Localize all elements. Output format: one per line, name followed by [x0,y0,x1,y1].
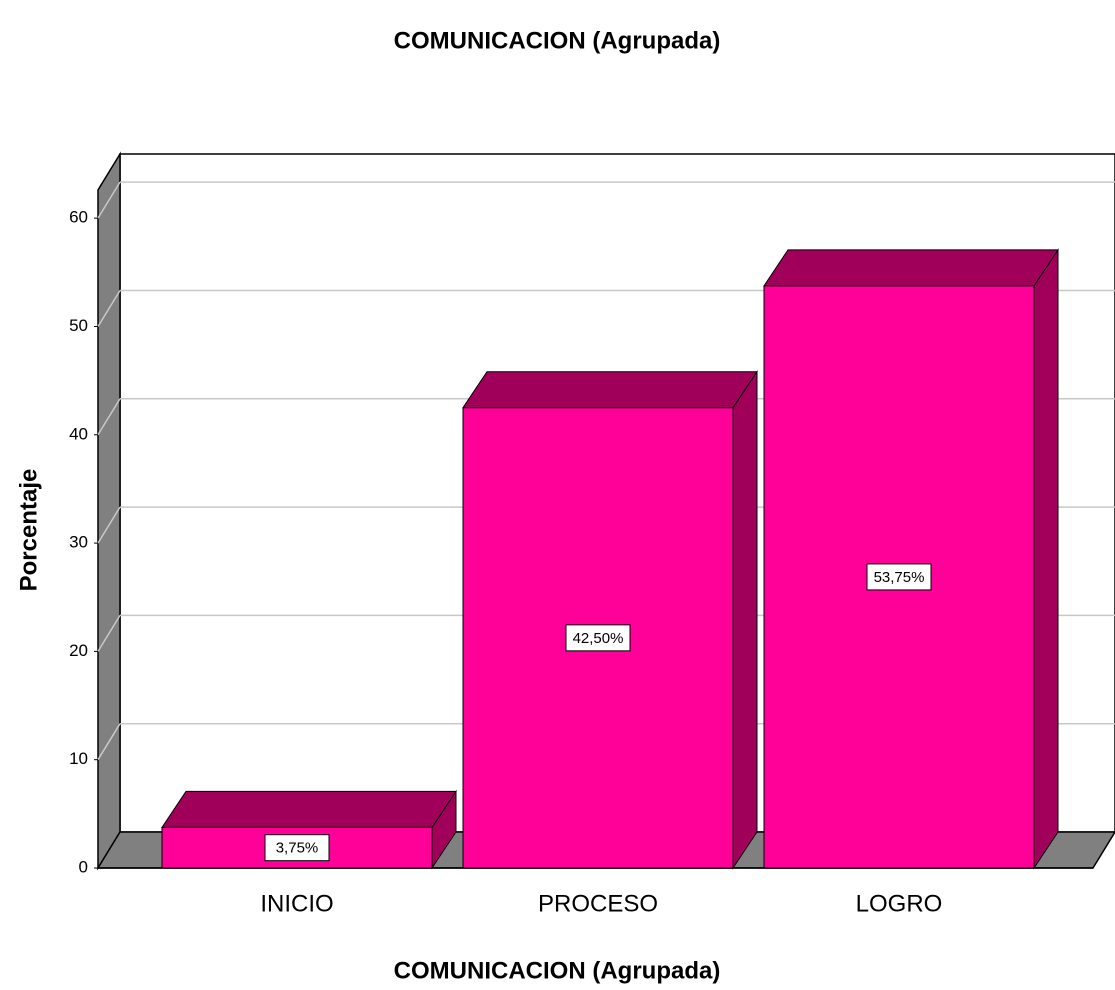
grid-line [97,290,121,327]
chart-title: COMUNICACION (Agrupada) [394,27,721,54]
grid-line [97,398,121,436]
value-label: 42,50% [573,630,624,647]
y-tick-label: 40 [69,424,88,443]
bar-side [732,370,758,870]
value-label: 53,75% [874,569,925,586]
grid-line [97,723,121,761]
grid-line [97,506,121,544]
y-axis-title: Porcentaje [15,469,42,592]
grid-line [97,614,121,652]
y-tick-label: 0 [79,857,88,876]
y-tick-label: 50 [69,316,88,335]
value-label-box [866,563,932,591]
x-axis-title: COMUNICACION (Agrupada) [394,957,721,984]
grid-line [97,181,121,219]
y-tick-label: 10 [69,749,88,768]
x-tick-label: PROCESO [538,890,658,917]
bar-top [763,249,1059,287]
x-tick-label: LOGRO [856,890,943,917]
value-label-box [565,624,631,652]
bar-top [462,371,758,409]
y-tick-label: 60 [69,208,88,227]
left-wall [97,151,121,871]
y-tick-label: 20 [69,641,88,660]
bar-top [161,790,457,828]
value-label: 3,75% [276,840,319,857]
y-tick-label: 30 [69,533,88,552]
x-tick-label: INICIO [260,890,333,917]
value-label-box [264,834,330,862]
bar-side [1033,248,1059,870]
